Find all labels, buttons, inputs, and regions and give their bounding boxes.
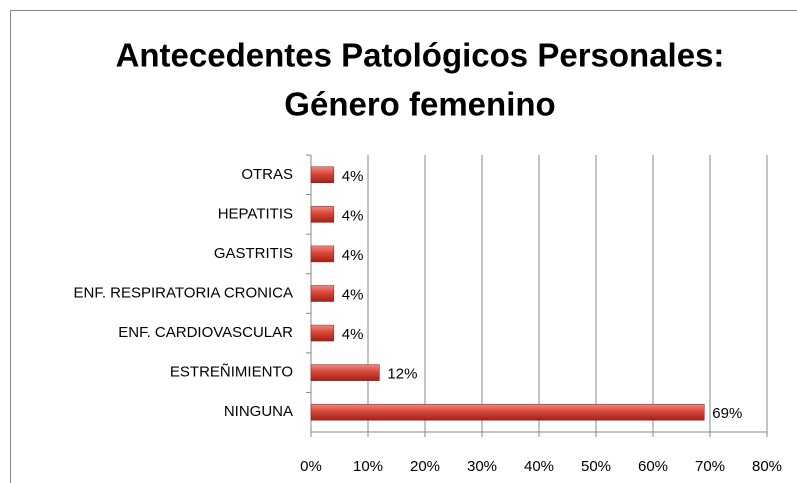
value-label: 4%: [342, 207, 364, 224]
y-tick-label: OTRAS: [241, 166, 293, 183]
x-tick-label: 0%: [300, 458, 322, 475]
bar: [310, 324, 335, 342]
x-tick-label: 10%: [353, 458, 383, 475]
bar: [310, 403, 705, 421]
x-tick-label: 80%: [752, 458, 782, 475]
x-tick-label: 60%: [638, 458, 668, 475]
bar: [310, 166, 335, 184]
y-tick-label: ESTREÑIMIENTO: [170, 364, 293, 381]
value-label: 4%: [342, 247, 364, 264]
value-label: 12%: [387, 366, 417, 383]
y-tick-label: GASTRITIS: [214, 245, 293, 262]
bar: [310, 285, 335, 302]
x-tick-label: 50%: [581, 458, 611, 475]
value-label: 4%: [342, 326, 364, 343]
x-tick-label: 30%: [467, 458, 497, 475]
bar: [310, 364, 380, 381]
y-tick-label: NINGUNA: [224, 403, 293, 420]
x-tick-label: 20%: [410, 458, 440, 475]
chart-title: Género femenino: [284, 86, 555, 123]
value-label: 4%: [342, 168, 364, 185]
value-label: 4%: [342, 286, 364, 303]
frame: [10, 10, 797, 483]
x-tick-label: 40%: [524, 458, 554, 475]
bar: [310, 245, 335, 263]
y-tick-label: ENF. CARDIOVASCULAR: [118, 324, 293, 341]
y-tick-label: HEPATITIS: [218, 205, 293, 222]
bar: [310, 206, 335, 223]
chart-title: Antecedentes Patológicos Personales:: [116, 37, 725, 74]
value-label: 69%: [712, 405, 742, 422]
y-tick-label: ENF. RESPIRATORIA CRONICA: [74, 284, 294, 301]
x-tick-label: 70%: [695, 458, 725, 475]
